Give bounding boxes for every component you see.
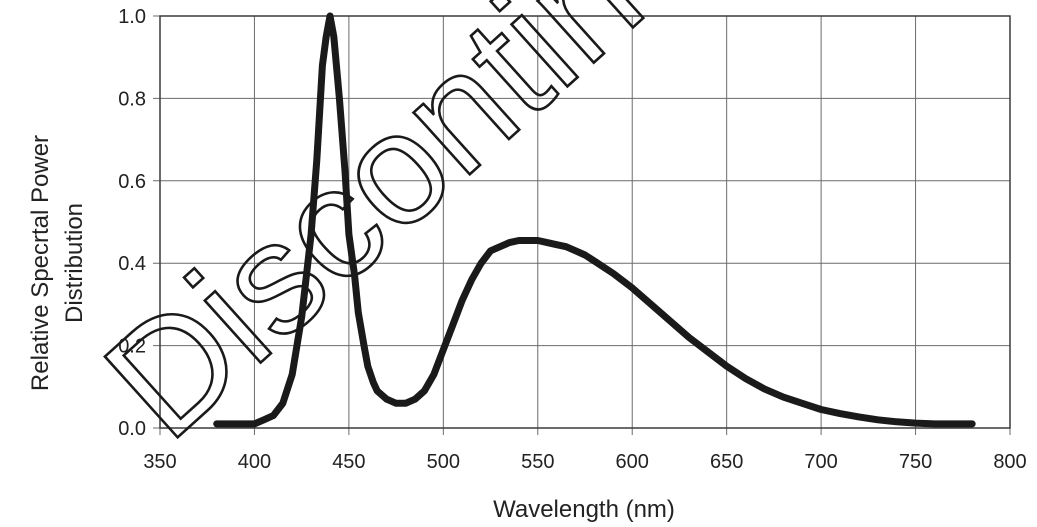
x-tick-label: 650 <box>710 451 743 473</box>
y-axis-title-line-1: Relative Specrtal Power <box>27 135 54 391</box>
y-tick-label: 0.8 <box>118 88 146 110</box>
x-tick-label: 400 <box>238 451 271 473</box>
y-axis-title: Relative Specrtal Power Distribution <box>27 135 88 391</box>
y-tick-label: 0.4 <box>118 253 146 275</box>
x-axis-title: Wavelength (nm) <box>493 496 675 523</box>
x-tick-label: 550 <box>521 451 554 473</box>
y-tick-label: 0.0 <box>118 418 146 440</box>
spectral-series-line <box>213 12 976 428</box>
plot-frame <box>159 15 1011 429</box>
x-tick-label: 450 <box>332 451 365 473</box>
series-layer <box>213 12 976 428</box>
x-tick-label: 750 <box>899 451 932 473</box>
y-tick-label: 0.6 <box>118 171 146 193</box>
y-tick-labels: 0.0 0.2 0.4 0.6 0.8 1.0 <box>118 6 146 440</box>
y-tick-label: 1.0 <box>118 6 146 28</box>
x-tick-labels: 350 400 450 500 550 600 650 700 750 800 <box>143 451 1026 473</box>
x-tick-label: 600 <box>616 451 649 473</box>
x-tick-label: 350 <box>143 451 176 473</box>
y-tick-label: 0.2 <box>118 336 146 358</box>
x-tick-label: 500 <box>427 451 460 473</box>
x-tick-label: 800 <box>993 451 1026 473</box>
x-tick-label: 700 <box>804 451 837 473</box>
discontinued-watermark: Discontinued <box>73 0 870 471</box>
y-axis-title-line-2: Distribution <box>61 203 88 323</box>
